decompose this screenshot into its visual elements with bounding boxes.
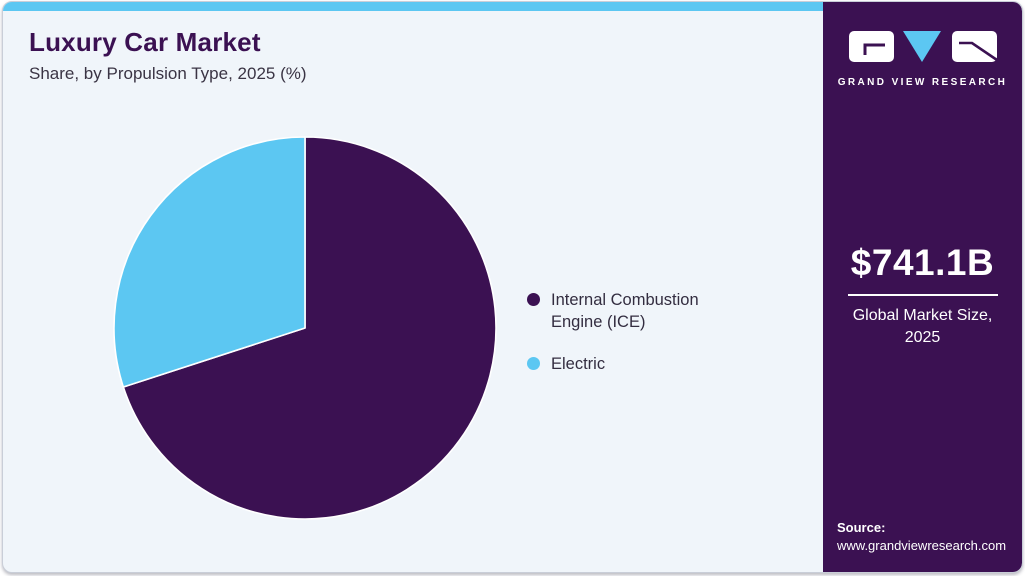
- legend-label-electric: Electric: [551, 354, 606, 373]
- legend-dot-electric: [527, 356, 540, 370]
- source-block: Source: www.grandviewresearch.com: [837, 519, 1006, 555]
- market-size-block: $741.1B Global Market Size, 2025: [823, 242, 1022, 348]
- source-label: Source:: [837, 519, 886, 535]
- market-size-value: $741.1B: [850, 242, 995, 283]
- market-size-label: Global Market Size, 2025: [823, 305, 1022, 348]
- pie-chart-area: [112, 135, 498, 521]
- chart-header: Luxury Car Market Share, by Propulsion T…: [29, 28, 307, 84]
- pie-slice-1: [113, 136, 306, 388]
- pie-slices: [113, 136, 497, 520]
- top-accent-strip: [3, 2, 823, 11]
- legend-dot-ice: [527, 293, 540, 306]
- chart-legend: Internal Combustion Engine (ICE) Electri…: [527, 290, 727, 395]
- page-subtitle: Share, by Propulsion Type, 2025 (%): [29, 63, 307, 83]
- source-url: www.grandviewresearch.com: [837, 537, 1007, 553]
- market-size-label-line1: Global Market Size,: [852, 307, 993, 324]
- page-title: Luxury Car Market: [29, 27, 261, 57]
- legend-item-ice: Internal Combustion Engine (ICE): [527, 290, 727, 334]
- stat-divider: [847, 294, 998, 296]
- legend-item-electric: Electric: [527, 354, 727, 376]
- grand-view-research-logo-icon: [848, 31, 998, 62]
- brand-sidebar: GRAND VIEW RESEARCH $741.1B Global Marke…: [823, 2, 1022, 572]
- pie-slice-0: [122, 136, 497, 520]
- legend-label-ice: Internal Combustion Engine (ICE): [551, 291, 699, 331]
- pie-chart: [113, 136, 497, 520]
- market-size-label-line2: 2025: [904, 328, 941, 346]
- brand-block: GRAND VIEW RESEARCH: [823, 27, 1022, 88]
- brand-name: GRAND VIEW RESEARCH: [837, 77, 1008, 88]
